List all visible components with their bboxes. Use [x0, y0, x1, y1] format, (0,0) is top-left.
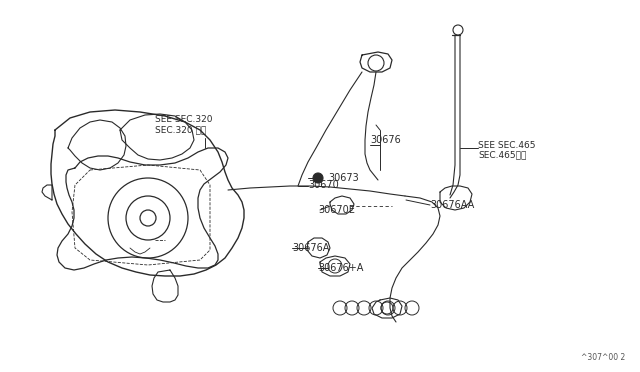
Text: 30670: 30670	[308, 180, 339, 190]
Text: 30676: 30676	[370, 135, 401, 145]
Text: 30676A: 30676A	[292, 243, 330, 253]
Circle shape	[313, 173, 323, 183]
Text: SEC.465参照: SEC.465参照	[478, 151, 526, 160]
Text: SEC.320 参図: SEC.320 参図	[155, 125, 206, 135]
Text: SEE SEC.465: SEE SEC.465	[478, 141, 536, 150]
Text: 30676AA: 30676AA	[430, 200, 474, 210]
Text: ^307^00 2: ^307^00 2	[580, 353, 625, 362]
Text: 30670E: 30670E	[318, 205, 355, 215]
Text: 30673: 30673	[328, 173, 359, 183]
Text: SEE SEC.320: SEE SEC.320	[155, 115, 212, 125]
Text: 30676+A: 30676+A	[318, 263, 364, 273]
